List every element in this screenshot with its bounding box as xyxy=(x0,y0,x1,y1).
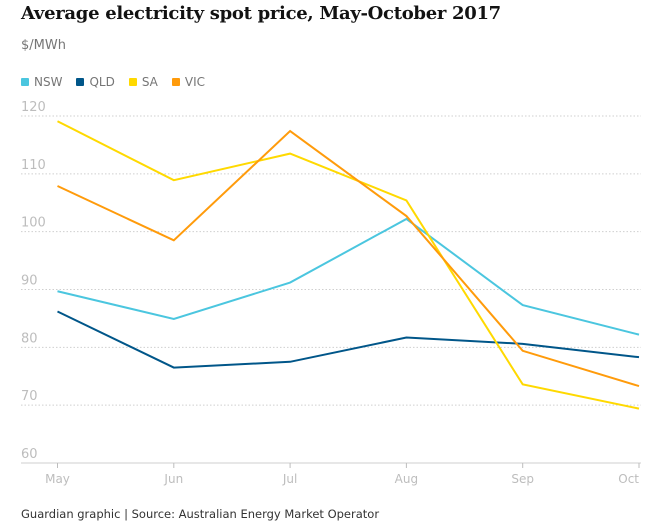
y-tick-label: 100 xyxy=(21,216,46,231)
x-tick-label: Jun xyxy=(163,472,183,486)
legend-item-sa: SA xyxy=(128,75,158,89)
legend-label: SA xyxy=(141,75,158,89)
y-tick-label: 80 xyxy=(21,331,38,346)
x-tick-label: Sep xyxy=(511,472,534,486)
legend-label: VIC xyxy=(184,75,206,89)
y-tick-label: 110 xyxy=(21,158,46,173)
x-tick-label: Jul xyxy=(282,472,297,486)
x-tick-label: May xyxy=(45,472,70,486)
legend-item-qld: QLD xyxy=(76,75,115,89)
series-line-sa xyxy=(57,120,640,410)
legend-swatch xyxy=(128,78,137,86)
legend-swatch xyxy=(76,78,85,86)
legend-swatch xyxy=(21,78,29,86)
legend-item-nsw: NSW xyxy=(21,75,62,89)
x-tick-label: Oct xyxy=(618,472,639,486)
series-line-qld xyxy=(57,310,640,369)
legend-item-vic: VIC xyxy=(171,75,206,89)
legend-swatch xyxy=(171,78,180,86)
series-line-vic xyxy=(57,129,640,388)
series-line-nsw xyxy=(57,217,640,336)
source-note: Guardian graphic | Source: Australian En… xyxy=(21,507,380,521)
y-tick-label: 60 xyxy=(21,447,38,462)
chart-title: Average electricity spot price, May-Octo… xyxy=(21,3,501,24)
y-tick-label: 120 xyxy=(21,100,46,115)
y-tick-label: 70 xyxy=(21,389,38,404)
x-tick-label: Aug xyxy=(395,472,418,486)
legend-label: NSW xyxy=(34,75,63,89)
y-tick-label: 90 xyxy=(21,274,38,289)
y-axis-label: $/MWh xyxy=(21,38,66,53)
legend: NSW QLD SA VIC xyxy=(21,75,205,89)
legend-label: QLD xyxy=(89,75,115,89)
